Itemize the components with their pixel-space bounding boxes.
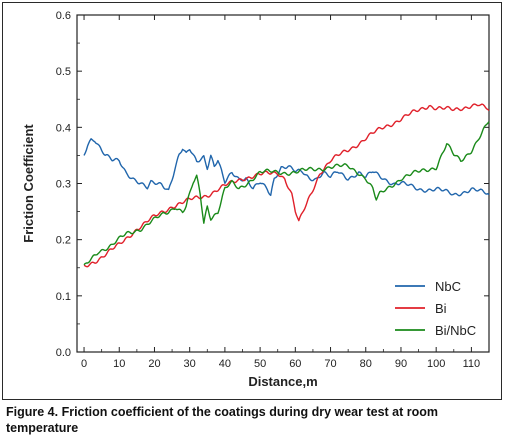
y-tick-label: 0.2 [56, 235, 71, 247]
y-tick-label: 0.5 [56, 66, 71, 78]
y-tick-label: 0.0 [56, 347, 71, 359]
x-tick-label: 30 [184, 358, 196, 370]
x-tick-label: 40 [219, 358, 231, 370]
x-tick-label: 100 [427, 358, 445, 370]
legend-label: NbC [435, 279, 461, 294]
friction-chart: 0 10 20 30 40 50 60 70 80 90 100 110 0.0 0.1 0.2 0.3 0.4… [21, 10, 490, 389]
x-tick-label: 90 [395, 358, 407, 370]
x-tick-label: 110 [463, 358, 481, 370]
series-line-bi-nbc [83, 121, 490, 266]
x-tick-label: 80 [360, 358, 372, 370]
x-tick-label: 20 [148, 358, 160, 370]
chart-frame: 0 10 20 30 40 50 60 70 80 90 100 110 0.0 0.1 0.2 0.3 0.4… [2, 2, 502, 400]
series-line-bi [83, 103, 490, 268]
x-tick-label: 60 [289, 358, 301, 370]
x-tick-label: 10 [113, 358, 125, 370]
x-axis-label: Distance,m [248, 374, 317, 389]
y-tick-label: 0.6 [56, 10, 71, 22]
figure-caption: Figure 4. Friction coefficient of the co… [6, 405, 439, 435]
series-line-nbc [83, 138, 490, 197]
x-tick-label: 50 [254, 358, 266, 370]
x-tick-label: 0 [81, 358, 87, 370]
legend-label: Bi/NbC [435, 323, 476, 338]
y-tick-label: 0.1 [56, 291, 71, 303]
legend-label: Bi [435, 301, 447, 316]
y-tick-label: 0.4 [56, 122, 71, 134]
y-axis-label: Friction Coefficient [21, 124, 36, 243]
x-tick-label: 70 [324, 358, 336, 370]
y-tick-label: 0.3 [56, 179, 71, 191]
